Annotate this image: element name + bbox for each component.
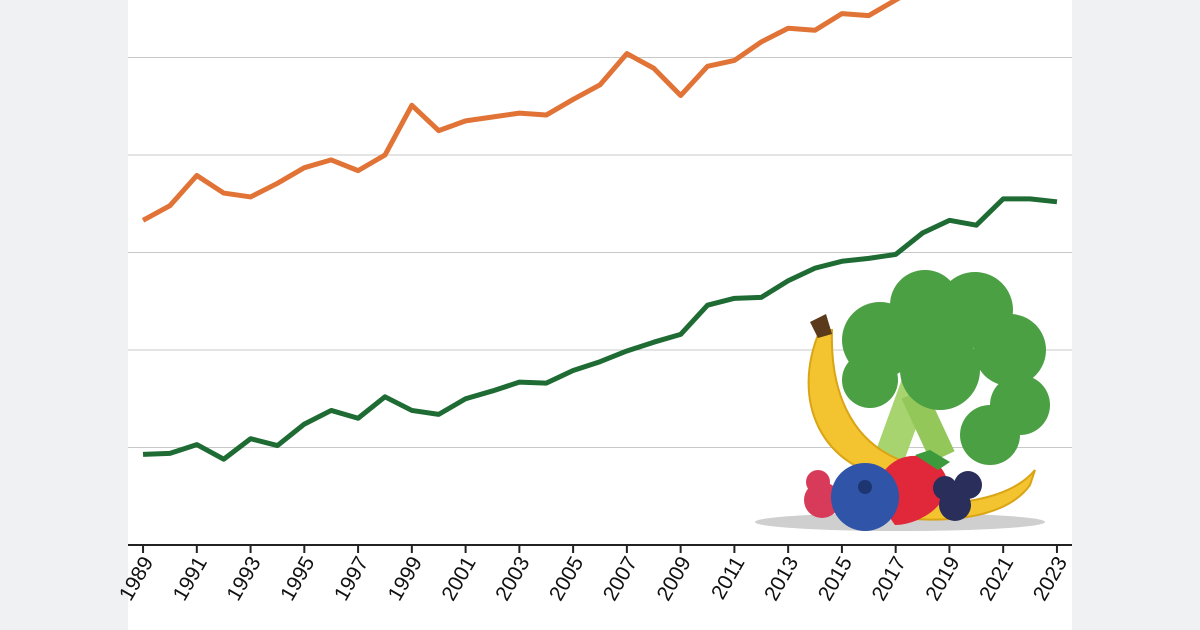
series-line	[142, 196, 1058, 462]
lines	[141, 0, 1058, 462]
produce-illustration	[755, 270, 1050, 531]
series-line	[141, 0, 901, 223]
grid	[128, 57, 1072, 449]
